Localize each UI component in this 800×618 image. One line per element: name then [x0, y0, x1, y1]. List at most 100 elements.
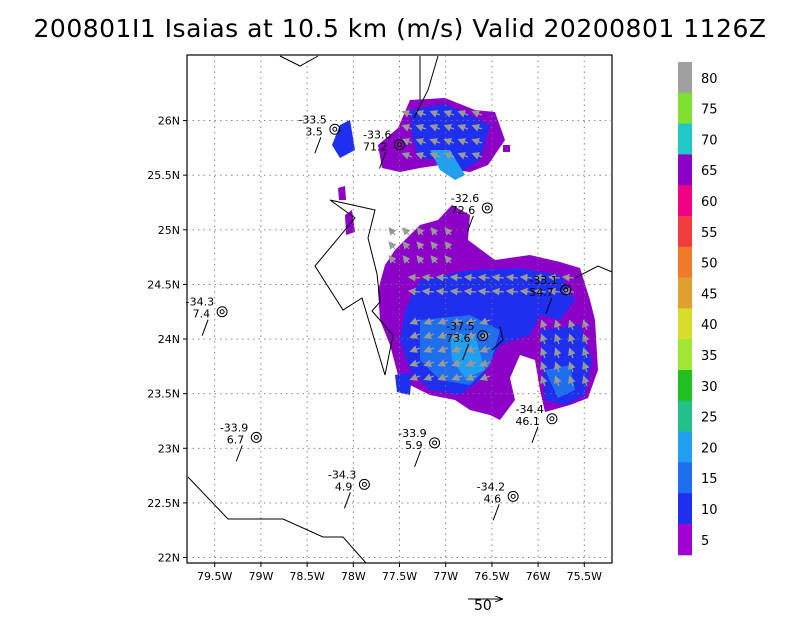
wind-barb [414, 450, 422, 468]
station-s1: -33.53.5 [298, 113, 341, 154]
wind-arrow [416, 255, 425, 264]
station-s10: -34.34.9 [328, 468, 370, 509]
station-s4: -33.154.7 [529, 274, 572, 315]
station-s2: -33.671.2 [363, 129, 405, 169]
wind-arrow [402, 227, 411, 236]
wind-arrow [409, 345, 421, 353]
wind-barb [462, 343, 470, 360]
wind-arrow [435, 273, 449, 282]
station-marker-outer [250, 431, 262, 443]
wind-arrow [423, 331, 435, 339]
wind-arrow [582, 347, 590, 359]
station-speed: 73.6 [446, 332, 471, 345]
wind-arrow [491, 273, 505, 282]
x-tick-label: 77W [433, 570, 458, 583]
station-temp: -33.5 [298, 113, 326, 126]
colorbar-segment [678, 123, 692, 155]
wind-arrow [443, 152, 455, 160]
wind-arrow [519, 273, 533, 282]
wind-arrow [582, 319, 590, 331]
wind-arrow [409, 331, 421, 339]
wind-arrow [463, 287, 477, 296]
station-marker-outer [507, 490, 519, 502]
wind-arrow [409, 373, 421, 381]
wind-arrow [388, 227, 397, 236]
station-marker-outer [394, 139, 405, 151]
station-temp: -33.1 [529, 274, 557, 287]
station-speed: 4.9 [335, 480, 353, 493]
wind-arrow [451, 373, 463, 381]
wind-arrow [421, 287, 435, 296]
station-s8: -33.96.7 [220, 421, 262, 462]
wind-barb [201, 319, 209, 336]
colorbar-segment [678, 277, 692, 309]
wind-arrow [388, 241, 397, 250]
x-tick-label: 77.5W [382, 570, 417, 583]
wind-arrow [533, 287, 547, 296]
wind-arrow [401, 152, 413, 160]
wind-arrow [423, 317, 435, 325]
station-temp: -33.9 [220, 421, 248, 434]
wind-arrow [505, 287, 519, 296]
wind-barb [531, 426, 539, 443]
colorbar-segment [678, 62, 692, 94]
wind-arrow [465, 373, 477, 381]
wind-arrow [444, 227, 453, 236]
y-tick-label: 26N [158, 115, 180, 128]
wind-arrow [423, 345, 435, 353]
station-temp: -34.4 [515, 403, 543, 416]
x-tick-label: 76W [526, 570, 551, 583]
wind-arrow [451, 345, 463, 353]
station-temp: -33.9 [398, 427, 426, 440]
wind-arrow [401, 138, 413, 146]
wind-arrow [402, 255, 411, 264]
wind-arrow [415, 110, 427, 118]
observation-stations: -33.53.5 -33.671.2 -32.672.6 -33.154.7 -34.3… [186, 113, 572, 521]
wind-arrow [429, 110, 441, 118]
wind-arrow [540, 333, 548, 345]
wind-arrow [465, 359, 477, 367]
colorbar: 80 75 70 65 60 55 50 45 40 35 30 25 20 15 10 5 [678, 62, 718, 556]
wind-arrow [477, 287, 491, 296]
wind-arrow [471, 110, 483, 118]
wind-arrow [465, 345, 477, 353]
wind-arrow [430, 227, 439, 236]
colorbar-segment [678, 308, 692, 340]
wind-arrow [457, 124, 469, 132]
station-speed: 54.7 [529, 286, 554, 299]
wind-arrow [491, 287, 505, 296]
colorbar-segment [678, 370, 692, 402]
wind-arrow [409, 359, 421, 367]
colorbar-segment [678, 92, 692, 125]
y-tick-label: 22N [158, 552, 180, 565]
wind-arrow [533, 273, 547, 282]
wind-arrow [429, 152, 441, 160]
x-tick-label: 79W [248, 570, 273, 583]
colorbar-segment [678, 493, 692, 525]
station-marker-outer [216, 306, 228, 318]
wind-arrow [540, 375, 548, 387]
colorbar-segment [678, 216, 692, 248]
wind-arrow [554, 375, 562, 387]
wind-arrow [401, 124, 413, 132]
wind-arrow [471, 138, 483, 146]
station-s5: -34.37.4 [186, 296, 228, 336]
wind-barb [235, 445, 243, 462]
colorbar-label: 45 [701, 287, 718, 302]
wind-arrow [568, 333, 576, 345]
station-marker-inner [563, 287, 569, 293]
wind-arrow [477, 273, 491, 282]
colorbar-segment [678, 246, 692, 279]
colorbar-segment [678, 154, 692, 186]
colorbar-segment [678, 185, 692, 217]
wind-arrow [423, 359, 435, 367]
wind-arrow [444, 241, 453, 250]
station-marker-inner [480, 333, 486, 339]
wind-arrow [437, 359, 449, 367]
wind-arrow [449, 273, 463, 282]
station-s11: -34.24.6 [477, 480, 519, 521]
station-marker-inner [397, 142, 402, 148]
wind-arrow [421, 273, 435, 282]
wind-barb [545, 297, 553, 315]
wind-arrow [402, 241, 411, 250]
